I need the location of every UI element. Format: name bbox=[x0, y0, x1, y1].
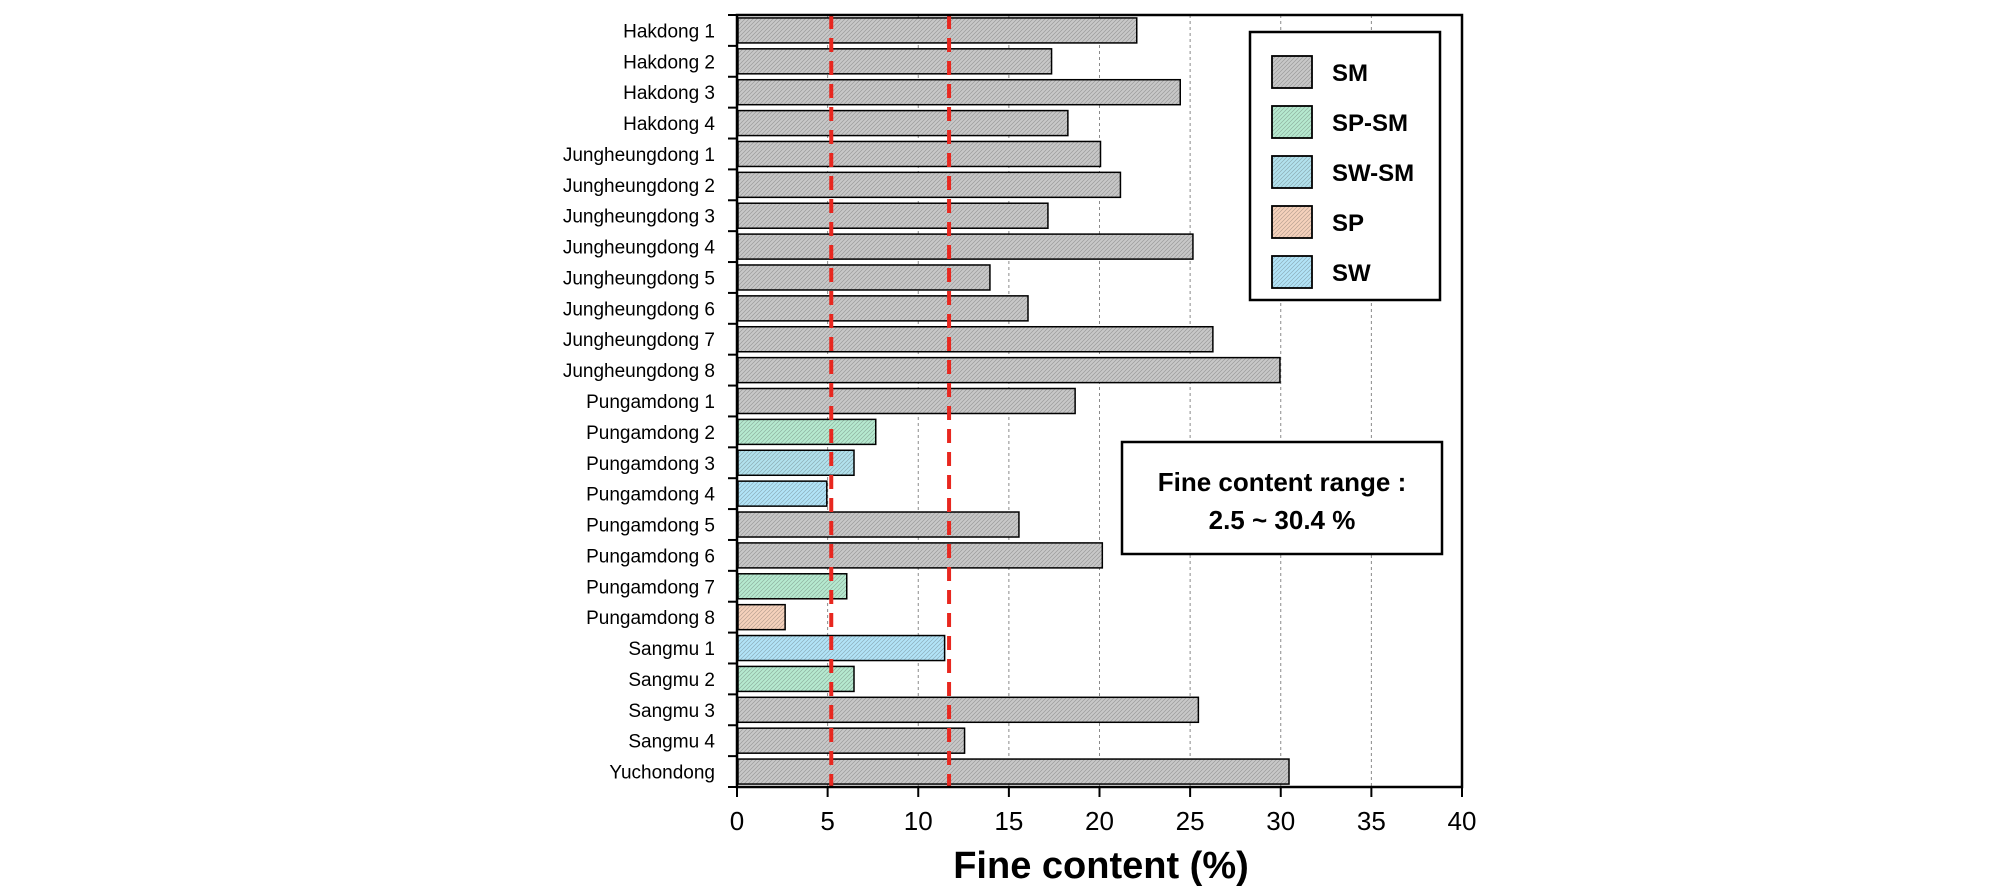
fine-content-range-note: Fine content range : 2.5 ~ 30.4 % bbox=[1120, 440, 1444, 556]
bar-jungheungdong-3 bbox=[737, 202, 1049, 229]
category-label: Jungheungdong 5 bbox=[563, 268, 715, 289]
category-label: Sangmu 4 bbox=[628, 732, 715, 753]
legend-label-sp: SP bbox=[1332, 210, 1364, 237]
bar-hakdong-2 bbox=[737, 48, 1053, 75]
axes bbox=[728, 13, 1464, 797]
note-box bbox=[1120, 440, 1444, 556]
bar-sangmu-4 bbox=[737, 727, 966, 754]
bar-pungamdong-8 bbox=[737, 603, 786, 631]
x-tick-label: 5 bbox=[820, 806, 834, 836]
bar-sangmu-1 bbox=[737, 634, 946, 662]
category-label: Jungheungdong 8 bbox=[563, 361, 715, 382]
category-label: Jungheungdong 7 bbox=[563, 330, 715, 351]
x-tick-label: 25 bbox=[1176, 806, 1205, 836]
legend-label-sm: SM bbox=[1332, 60, 1368, 87]
legend-swatch-sw bbox=[1271, 255, 1313, 289]
legend-label-sw: SW bbox=[1332, 260, 1371, 287]
bar-jungheungdong-1 bbox=[737, 140, 1102, 168]
category-label: Jungheungdong 3 bbox=[563, 207, 715, 228]
reference-lines bbox=[829, 15, 952, 787]
bar-jungheungdong-2 bbox=[737, 171, 1122, 199]
category-label: Pungamdong 8 bbox=[586, 608, 715, 629]
bar-sangmu-3 bbox=[737, 696, 1200, 724]
note-line-1: Fine content range : bbox=[1158, 467, 1406, 497]
x-axis-title: Fine content (%) bbox=[953, 845, 1249, 887]
bar-pungamdong-2 bbox=[737, 418, 877, 446]
category-label: Hakdong 4 bbox=[623, 114, 715, 135]
x-tick-label: 35 bbox=[1357, 806, 1386, 836]
category-label: Pungamdong 7 bbox=[586, 577, 715, 598]
bars bbox=[737, 17, 1290, 785]
note-line-2: 2.5 ~ 30.4 % bbox=[1209, 505, 1356, 535]
category-label: Jungheungdong 6 bbox=[563, 299, 715, 320]
x-tick-labels: 0 5 10 15 20 25 30 35 40 bbox=[730, 806, 1477, 836]
x-tick-label: 10 bbox=[904, 806, 933, 836]
category-label: Hakdong 2 bbox=[623, 52, 715, 73]
x-tick-label: 15 bbox=[994, 806, 1023, 836]
bar-jungheungdong-4 bbox=[737, 233, 1194, 260]
category-label: Yuchondong bbox=[609, 763, 715, 784]
bar-jungheungdong-7 bbox=[737, 325, 1214, 353]
bar-pungamdong-5 bbox=[737, 511, 1020, 538]
bar-pungamdong-4 bbox=[737, 480, 828, 507]
bar-hakdong-3 bbox=[737, 78, 1181, 106]
legend-label-sp-sm: SP-SM bbox=[1332, 110, 1408, 137]
category-label: Sangmu 1 bbox=[628, 639, 715, 660]
category-labels: Hakdong 1 Hakdong 2 Hakdong 3 Hakdong 4 Jung… bbox=[563, 21, 716, 783]
category-label: Pungamdong 4 bbox=[586, 485, 715, 506]
bar-pungamdong-1 bbox=[737, 387, 1076, 415]
category-label: Sangmu 3 bbox=[628, 701, 715, 722]
bar-yuchondong bbox=[737, 758, 1290, 785]
bar-sangmu-2 bbox=[737, 665, 855, 693]
legend-swatch-sp bbox=[1271, 205, 1313, 239]
legend-swatch-sw-sm bbox=[1271, 155, 1313, 189]
bar-jungheungdong-8 bbox=[737, 356, 1281, 384]
category-label: Jungheungdong 4 bbox=[563, 238, 716, 259]
bar-jungheungdong-6 bbox=[737, 295, 1029, 322]
legend: SM SP-SM SW-SM SP SW bbox=[1248, 30, 1442, 302]
legend-label-sw-sm: SW-SM bbox=[1332, 160, 1414, 187]
bar-pungamdong-6 bbox=[737, 542, 1104, 569]
category-label: Sangmu 2 bbox=[628, 670, 715, 691]
bar-jungheungdong-5 bbox=[737, 264, 991, 291]
legend-swatch-sm bbox=[1271, 55, 1313, 89]
category-label: Jungheungdong 1 bbox=[563, 145, 715, 166]
category-label: Pungamdong 3 bbox=[586, 454, 715, 475]
legend-swatch-sp-sm bbox=[1271, 105, 1313, 139]
bar-pungamdong-3 bbox=[737, 449, 855, 477]
bar-hakdong-4 bbox=[737, 109, 1069, 137]
category-label: Pungamdong 1 bbox=[586, 392, 715, 413]
category-label: Pungamdong 2 bbox=[586, 423, 715, 444]
x-tick-label: 30 bbox=[1266, 806, 1295, 836]
category-label: Pungamdong 6 bbox=[586, 546, 715, 567]
category-label: Pungamdong 5 bbox=[586, 516, 715, 537]
x-tick-label: 0 bbox=[730, 806, 744, 836]
x-tick-label: 20 bbox=[1085, 806, 1114, 836]
category-label: Hakdong 1 bbox=[623, 21, 715, 42]
bar-hakdong-1 bbox=[737, 17, 1138, 44]
category-label: Hakdong 3 bbox=[623, 83, 715, 104]
x-tick-label: 40 bbox=[1448, 806, 1477, 836]
category-label: Jungheungdong 2 bbox=[563, 176, 715, 197]
